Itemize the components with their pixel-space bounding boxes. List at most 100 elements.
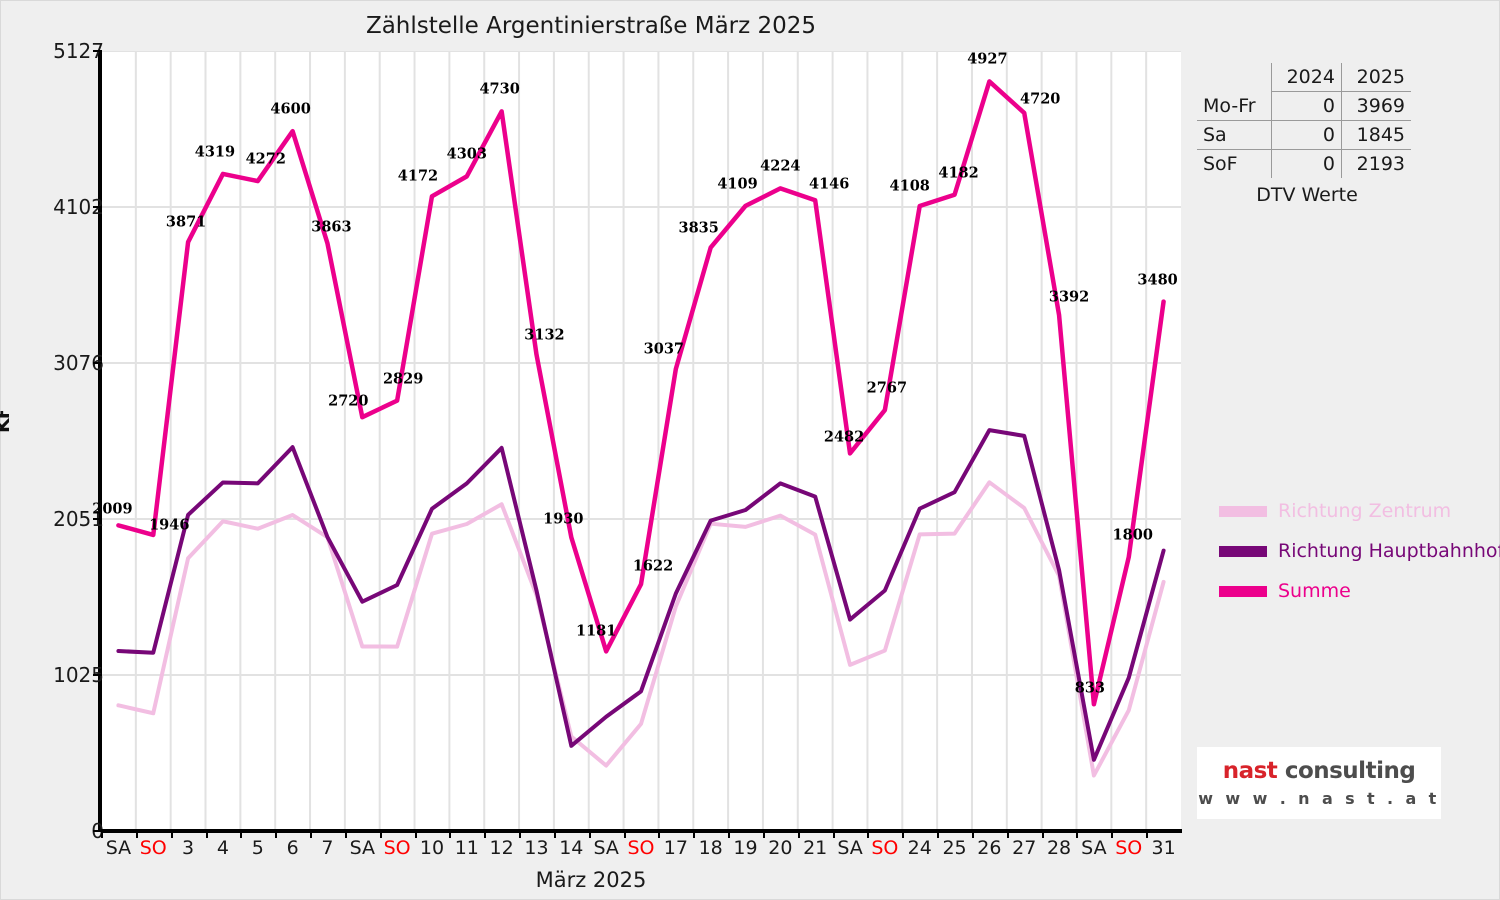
cell-2025-0: 3969 [1341, 91, 1411, 121]
logo-wordmark: nast consulting [1223, 758, 1416, 784]
x-tick-label-14: SA [593, 837, 619, 859]
summary-table-caption: DTV Werte [1256, 184, 1358, 206]
x-tick-label-19: 20 [768, 837, 793, 859]
legend-label: Summe [1278, 580, 1351, 602]
x-tick-mark-8 [379, 829, 382, 838]
x-tick-mark-26 [1006, 829, 1009, 838]
plot-area [101, 51, 1181, 831]
legend-label: Richtung Zentrum [1278, 500, 1452, 522]
y-axis-line [98, 51, 102, 832]
data-label-summe-5: 4600 [270, 100, 311, 118]
x-tick-label-10: 11 [454, 837, 479, 859]
summary-table-container: 2024 2025 Mo-Fr 0 3969 Sa 0 1845 SoF 0 2193 DTV … [1197, 63, 1411, 206]
x-tick-mark-10 [449, 829, 452, 838]
x-tick-mark-12 [519, 829, 522, 838]
legend: Richtung Zentrum Richtung Hauptbahnhof Sum… [1219, 491, 1500, 611]
x-tick-label-2: 3 [182, 837, 195, 859]
table-header-row: 2024 2025 [1197, 63, 1411, 92]
legend-item-0[interactable]: Richtung Zentrum [1219, 491, 1489, 531]
data-label-summe-0: 2009 [92, 500, 133, 518]
data-label-summe-19: 4224 [760, 157, 801, 175]
x-tick-mark-29 [1111, 829, 1114, 838]
x-tick-mark-28 [1076, 829, 1079, 838]
x-tick-mark-13 [553, 829, 556, 838]
data-label-summe-3: 4319 [194, 143, 236, 161]
x-tick-label-17: 18 [698, 837, 723, 859]
x-tick-label-5: 6 [286, 837, 299, 859]
x-tick-mark-2 [170, 829, 173, 838]
x-tick-label-3: 4 [216, 837, 229, 859]
data-label-summe-4: 4272 [245, 150, 286, 168]
data-label-summe-18: 4109 [717, 175, 758, 193]
x-tick-label-15: SO [627, 837, 655, 859]
legend-label: Richtung Hauptbahnhof [1278, 540, 1500, 562]
x-tick-mark-16 [658, 829, 661, 838]
x-tick-label-23: 24 [907, 837, 932, 859]
logo: nast consulting w w w . n a s t . a t [1197, 747, 1441, 819]
y-tick-mark-1 [93, 674, 102, 677]
data-label-summe-27: 3392 [1048, 288, 1090, 306]
cell-2024-1: 0 [1271, 120, 1342, 150]
data-label-summe-6: 3863 [311, 218, 352, 236]
legend-item-1[interactable]: Richtung Hauptbahnhof [1219, 531, 1500, 571]
row-label-1: Sa [1197, 120, 1272, 150]
y-tick-mark-3 [93, 362, 102, 365]
plot-svg [101, 51, 1181, 831]
x-tick-mark-24 [937, 829, 940, 838]
data-label-summe-13: 1930 [543, 510, 584, 528]
y-tick-mark-4 [93, 205, 102, 208]
data-label-summe-2: 3871 [165, 213, 207, 231]
x-tick-mark-25 [971, 829, 974, 838]
x-tick-mark-5 [275, 829, 278, 838]
x-tick-mark-1 [135, 829, 138, 838]
x-tick-label-18: 19 [733, 837, 758, 859]
x-axis-title: März 2025 [535, 868, 647, 892]
x-tick-mark-4 [240, 829, 243, 838]
data-label-summe-8: 2829 [382, 370, 424, 388]
data-label-summe-30: 3480 [1137, 271, 1178, 289]
x-tick-mark-11 [484, 829, 487, 838]
x-tick-label-16: 17 [663, 837, 688, 859]
x-tick-label-6: 7 [321, 837, 334, 859]
x-tick-label-7: SA [349, 837, 375, 859]
legend-swatch-icon [1219, 585, 1267, 597]
x-tick-label-11: 12 [489, 837, 514, 859]
row-label-2: SoF [1197, 149, 1272, 178]
data-label-summe-21: 2482 [823, 428, 865, 446]
logo-brand: nast [1222, 758, 1278, 784]
x-tick-mark-18 [728, 829, 731, 838]
legend-swatch-icon [1219, 505, 1267, 517]
page-title: Zählstelle Argentinierstraße März 2025 [365, 13, 817, 39]
x-tick-label-9: 10 [419, 837, 445, 859]
x-tick-mark-6 [310, 829, 313, 838]
x-tick-mark-27 [1041, 829, 1044, 838]
data-label-summe-22: 2767 [866, 379, 908, 397]
x-tick-label-25: 26 [977, 837, 1002, 859]
x-tick-mark-21 [832, 829, 835, 838]
x-tick-mark-7 [344, 829, 347, 838]
x-tick-mark-3 [205, 829, 208, 838]
x-tick-label-29: SO [1115, 837, 1143, 859]
legend-item-2[interactable]: Summe [1219, 571, 1489, 611]
x-tick-mark-30 [1146, 829, 1149, 838]
summary-table-head: 2024 2025 [1197, 63, 1411, 92]
x-tick-mark-14 [588, 829, 591, 838]
row-label-0: Mo-Fr [1197, 91, 1272, 121]
grid-lines [101, 51, 1181, 831]
x-tick-label-27: 28 [1046, 837, 1072, 859]
x-tick-label-0: SA [105, 837, 132, 859]
col-header-blank [1197, 63, 1272, 92]
summary-table: 2024 2025 Mo-Fr 0 3969 Sa 0 1845 SoF 0 2193 [1197, 63, 1411, 178]
cell-2025-2: 2193 [1356, 153, 1405, 175]
data-label-summe-29: 1800 [1112, 526, 1153, 544]
summary-table-body: Mo-Fr 0 3969 Sa 0 1845 SoF 0 2193 [1197, 91, 1411, 178]
x-tick-mark-9 [414, 829, 417, 838]
data-label-summe-15: 1622 [632, 557, 674, 575]
cell-2025-1: 1845 [1341, 120, 1411, 150]
data-label-summe-20: 4146 [809, 175, 850, 193]
data-label-summe-1: 1946 [149, 516, 190, 534]
x-tick-mark-23 [902, 829, 905, 838]
data-label-summe-26: 4720 [1020, 90, 1061, 108]
x-tick-mark-17 [693, 829, 696, 838]
